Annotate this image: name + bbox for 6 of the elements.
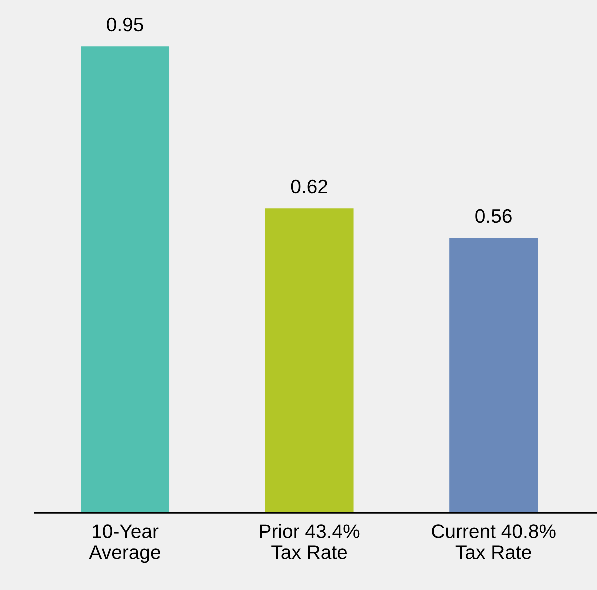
x-tick-label: Prior 43.4% Tax Rate <box>260 524 360 560</box>
data-label: 0.56 <box>476 209 512 224</box>
data-label: 0.95 <box>107 18 144 32</box>
x-tick-label: Current 40.8% Tax Rate <box>432 524 556 560</box>
data-label: 0.62 <box>291 180 328 194</box>
x-tick-label: 10-Year Average <box>89 524 160 564</box>
